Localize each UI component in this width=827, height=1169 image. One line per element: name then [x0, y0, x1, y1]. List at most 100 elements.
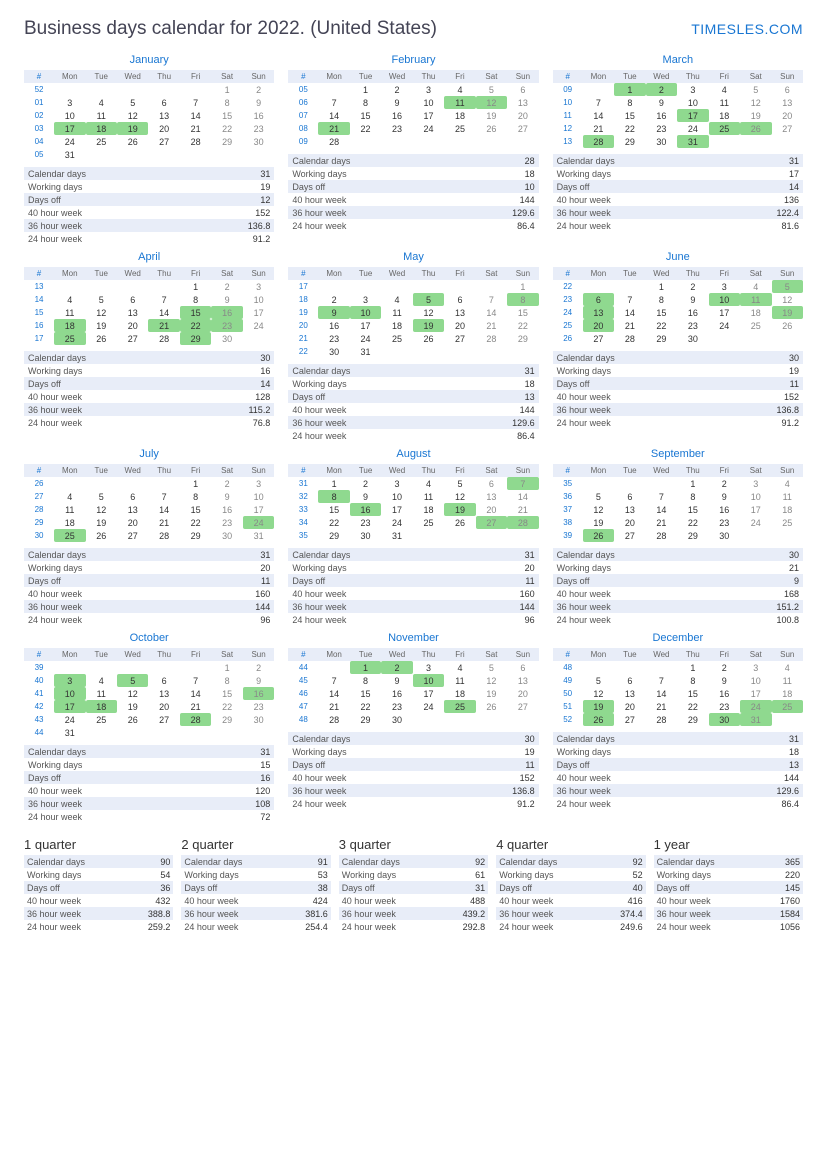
- week-number: 09: [288, 135, 318, 148]
- weekday-header: Wed: [646, 70, 677, 83]
- day-cell: 29: [318, 529, 349, 542]
- day-cell: 17: [709, 306, 740, 319]
- day-cell: 26: [117, 713, 148, 726]
- weekday-header: Sun: [243, 648, 274, 661]
- day-cell: 13: [507, 96, 538, 109]
- stat-row: 36 hour week129.6: [288, 416, 538, 429]
- summary-row: 40 hour week1760: [654, 894, 803, 907]
- day-cell: 14: [180, 687, 211, 700]
- day-cell: 27: [117, 332, 148, 345]
- day-cell: [86, 661, 117, 674]
- day-cell: [148, 280, 179, 293]
- weekday-header: Wed: [117, 267, 148, 280]
- day-cell: 4: [740, 280, 771, 293]
- day-cell: 10: [413, 96, 444, 109]
- day-cell: 14: [583, 109, 614, 122]
- day-cell: 1: [677, 477, 708, 490]
- day-cell: 29: [180, 332, 211, 345]
- weekday-header: Sun: [507, 464, 538, 477]
- stat-value: 115.2: [248, 405, 270, 415]
- month-stats: Calendar days31Working days17Days off144…: [553, 154, 803, 232]
- stat-label: 40 hour week: [28, 392, 82, 402]
- summary-block: 4 quarterCalendar days92Working days52Da…: [496, 837, 645, 933]
- summary-value: 1584: [780, 909, 800, 919]
- day-cell: [54, 661, 85, 674]
- day-cell: [117, 726, 148, 739]
- month-name: October: [24, 632, 274, 644]
- day-cell: 9: [211, 293, 242, 306]
- day-cell: 28: [318, 713, 349, 726]
- weekday-header: Mon: [54, 464, 85, 477]
- day-cell: 7: [318, 96, 349, 109]
- summary-label: 36 hour week: [342, 909, 396, 919]
- day-cell: 7: [614, 293, 645, 306]
- day-cell: 3: [54, 96, 85, 109]
- day-cell: 22: [614, 122, 645, 135]
- summary-row: 40 hour week488: [339, 894, 488, 907]
- week-number: 39: [24, 661, 54, 674]
- day-cell: 29: [646, 332, 677, 345]
- summary-value: 432: [155, 896, 170, 906]
- stat-value: 144: [255, 602, 270, 612]
- summary-title: 1 quarter: [24, 837, 173, 852]
- weekday-header: Sat: [211, 464, 242, 477]
- day-cell: 6: [614, 490, 645, 503]
- month-name: July: [24, 448, 274, 460]
- day-cell: 21: [646, 700, 677, 713]
- day-cell: 30: [677, 332, 708, 345]
- stat-value: 18: [525, 379, 535, 389]
- day-cell: 19: [476, 687, 507, 700]
- day-cell: 20: [507, 687, 538, 700]
- week-number: 34: [288, 516, 318, 529]
- day-cell: 12: [476, 674, 507, 687]
- week-number: 41: [24, 687, 54, 700]
- day-cell: 14: [148, 306, 179, 319]
- calendar-table: #MonTueWedThuFriSatSun171182345678199101…: [288, 267, 538, 358]
- summary-label: Calendar days: [657, 857, 715, 867]
- stat-row: Days off13: [288, 390, 538, 403]
- day-cell: [148, 148, 179, 161]
- week-number: 47: [288, 700, 318, 713]
- summary-title: 4 quarter: [496, 837, 645, 852]
- day-cell: 2: [243, 661, 274, 674]
- day-cell: 15: [507, 306, 538, 319]
- summary-value: 488: [470, 896, 485, 906]
- week-number: 09: [553, 83, 583, 96]
- stat-label: 24 hour week: [557, 799, 611, 809]
- stat-value: 91.2: [781, 418, 799, 428]
- weekday-header: Tue: [350, 70, 381, 83]
- day-cell: 15: [180, 503, 211, 516]
- weekday-header: Fri: [444, 464, 475, 477]
- stat-row: Days off14: [24, 377, 274, 390]
- day-cell: [772, 529, 803, 542]
- week-number: 40: [24, 674, 54, 687]
- day-cell: 18: [86, 122, 117, 135]
- day-cell: 15: [318, 503, 349, 516]
- day-cell: 18: [772, 503, 803, 516]
- week-number: 05: [288, 83, 318, 96]
- day-cell: 1: [211, 661, 242, 674]
- week-number: 28: [24, 503, 54, 516]
- weekday-header: #: [553, 648, 583, 661]
- summary-title: 2 quarter: [181, 837, 330, 852]
- weekday-header: Sat: [211, 267, 242, 280]
- day-cell: 11: [772, 674, 803, 687]
- day-cell: 29: [211, 135, 242, 148]
- day-cell: 19: [117, 700, 148, 713]
- brand-link[interactable]: TIMESLES.COM: [691, 21, 803, 37]
- week-number: 24: [553, 306, 583, 319]
- weekday-header: Tue: [614, 464, 645, 477]
- stat-value: 96: [525, 615, 535, 625]
- stat-row: Working days17: [553, 167, 803, 180]
- stat-value: 11: [790, 379, 799, 389]
- weekday-header: Thu: [677, 648, 708, 661]
- stat-value: 86.4: [517, 221, 535, 231]
- month-block: December#MonTueWedThuFriSatSun4812344956…: [553, 632, 803, 823]
- day-cell: 19: [86, 516, 117, 529]
- day-cell: 12: [583, 687, 614, 700]
- day-cell: [381, 280, 412, 293]
- month-block: September#MonTueWedThuFriSatSun351234365…: [553, 448, 803, 626]
- day-cell: 28: [476, 332, 507, 345]
- summary-value: 31: [475, 883, 485, 893]
- stat-value: 136.8: [248, 221, 271, 231]
